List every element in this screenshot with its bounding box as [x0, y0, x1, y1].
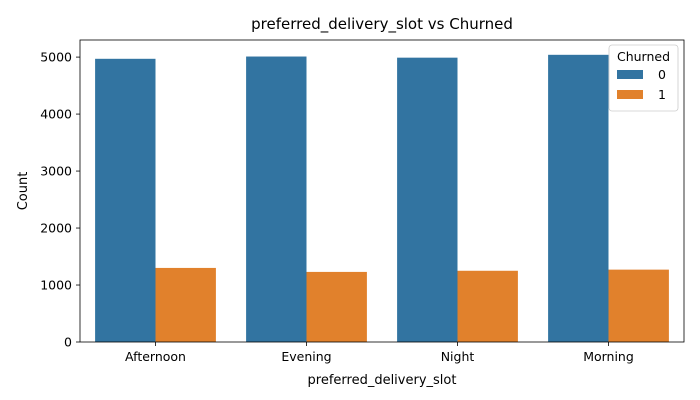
x-tick-label: Afternoon [125, 349, 186, 364]
y-axis: 0 1000 2000 3000 4000 5000 [40, 50, 80, 350]
y-tick-label: 2000 [40, 221, 72, 236]
y-tick-label: 0 [64, 335, 72, 350]
y-tick-label: 5000 [40, 50, 72, 65]
y-tick-label: 3000 [40, 164, 72, 179]
bar-evening-churned-0 [246, 56, 307, 342]
legend: Churned 0 1 [608, 44, 679, 112]
chart-title: preferred_delivery_slot vs Churned [251, 15, 513, 34]
x-tick-label: Morning [583, 349, 634, 364]
bar-morning-churned-1 [608, 269, 669, 342]
legend-swatch-1 [617, 90, 643, 99]
y-tick-label: 1000 [40, 278, 72, 293]
x-axis-label: preferred_delivery_slot [308, 373, 457, 388]
y-axis-label: Count [16, 172, 31, 211]
legend-swatch-0 [617, 70, 643, 79]
legend-label-0: 0 [658, 67, 666, 82]
x-tick-label: Night [441, 349, 475, 364]
y-tick-label: 4000 [40, 107, 72, 122]
bar-morning-churned-0 [548, 54, 609, 342]
bar-afternoon-churned-0 [95, 58, 156, 342]
bar-night-churned-1 [457, 270, 518, 342]
x-tick-label: Evening [281, 349, 331, 364]
bars [95, 54, 669, 342]
bar-night-churned-0 [397, 57, 458, 342]
x-axis: Afternoon Evening Night Morning [125, 342, 634, 364]
plot-frame [79, 39, 685, 343]
bar-afternoon-churned-1 [155, 267, 216, 342]
legend-label-1: 1 [658, 87, 666, 102]
legend-title: Churned [617, 49, 670, 64]
bar-evening-churned-1 [306, 271, 367, 342]
